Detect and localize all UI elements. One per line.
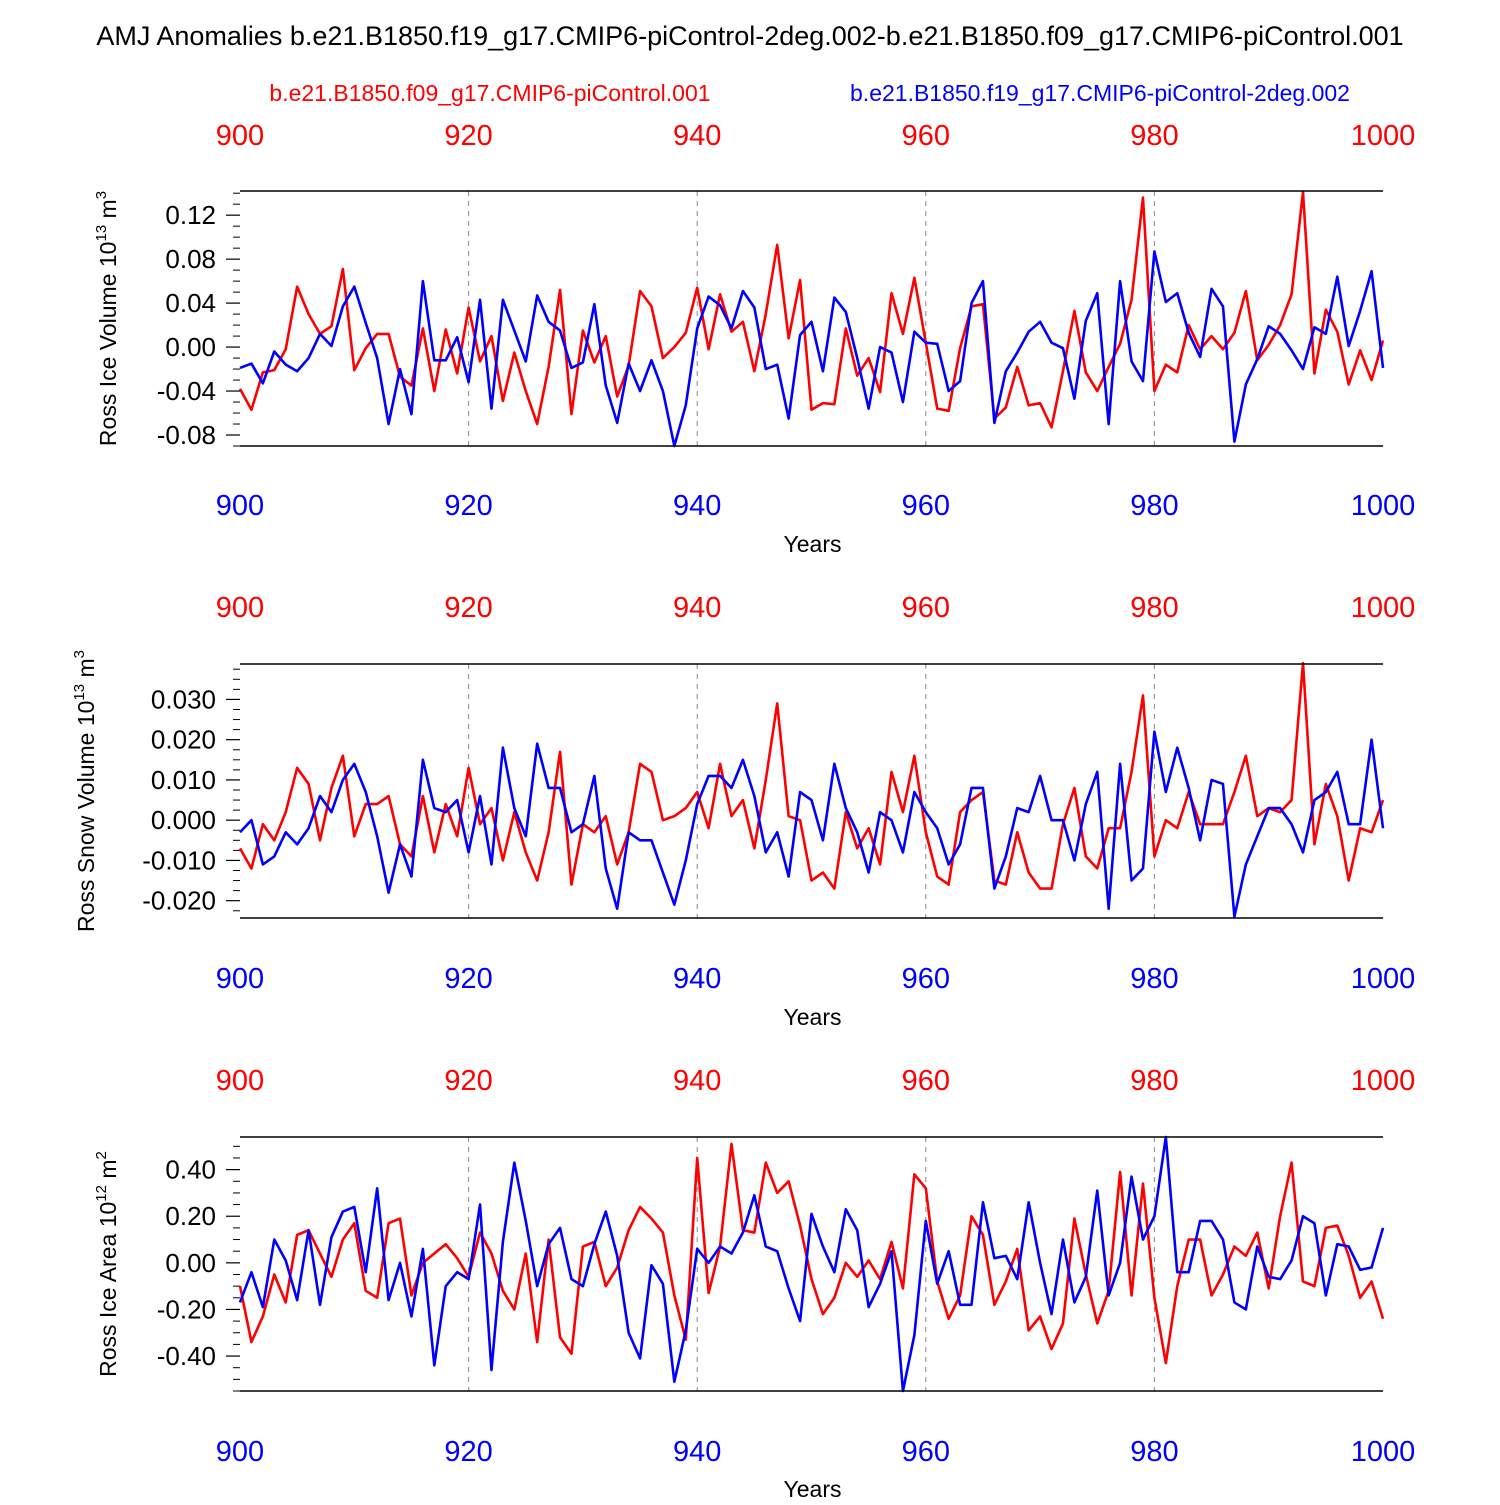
x-tick-label-bottom: 900	[216, 963, 264, 995]
y-tick-label: 0.40	[165, 1155, 216, 1185]
y-tick-label: 0.010	[151, 765, 216, 795]
y-tick-label: 0.000	[151, 805, 216, 835]
legend-blue-label: b.e21.B1850.f19_g17.CMIP6-piControl-2deg…	[850, 80, 1350, 106]
series-line-red	[238, 661, 1385, 890]
y-tick-label: -0.20	[157, 1294, 216, 1324]
panels: -0.08 -0.04 0.00 0.04 0.08 0.12 900 900 920 920 94…	[71, 120, 1416, 1502]
x-tick-label-top: 1000	[1351, 120, 1416, 152]
x-tick-label-bottom: 980	[1130, 963, 1178, 995]
y-axis-label: Ross Ice Area 1012 m2	[93, 1151, 121, 1377]
x-tick-label-bottom: 900	[216, 1436, 264, 1468]
x-tick-label-top: 1000	[1351, 592, 1416, 624]
x-tick-label-top: 920	[444, 592, 492, 624]
x-tick-label-bottom: 980	[1130, 1436, 1178, 1468]
x-tick-label-top: 980	[1130, 1065, 1178, 1097]
y-tick-label: 0.00	[165, 332, 216, 362]
y-tick-label: -0.08	[157, 420, 216, 450]
y-tick-label: 0.04	[165, 288, 216, 318]
x-tick-label-top: 920	[444, 1065, 492, 1097]
x-tick-label-top: 960	[902, 592, 950, 624]
x-tick-label-bottom: 1000	[1351, 490, 1416, 522]
x-tick-label-top: 980	[1130, 120, 1178, 152]
x-tick-label-bottom: 920	[444, 963, 492, 995]
x-tick-label-bottom: 1000	[1351, 1436, 1416, 1468]
x-tick-label-top: 940	[673, 1065, 721, 1097]
y-tick-label: 0.030	[151, 684, 216, 714]
x-axis-label: Years	[784, 1004, 842, 1030]
x-tick-label-top: 940	[673, 592, 721, 624]
chart-title: AMJ Anomalies b.e21.B1850.f19_g17.CMIP6-…	[96, 21, 1403, 51]
y-tick-label: -0.020	[142, 886, 216, 916]
x-tick-label-top: 960	[902, 120, 950, 152]
y-tick-label: 0.12	[165, 200, 216, 230]
x-tick-label-bottom: 900	[216, 490, 264, 522]
y-tick-label: -0.010	[142, 845, 216, 875]
series-line-blue	[239, 730, 1385, 919]
y-axis-label: Ross Snow Volume 1013 m3	[71, 650, 99, 932]
x-tick-label-bottom: 960	[902, 490, 950, 522]
x-tick-label-bottom: 960	[902, 963, 950, 995]
y-tick-label: 0.20	[165, 1201, 216, 1231]
x-tick-label-bottom: 980	[1130, 490, 1178, 522]
x-tick-label-top: 900	[216, 1065, 264, 1097]
x-tick-label-bottom: 920	[444, 1436, 492, 1468]
legend-red-label: b.e21.B1850.f09_g17.CMIP6-piControl.001	[269, 80, 710, 106]
y-tick-label: -0.40	[157, 1341, 216, 1371]
x-tick-label-bottom: 1000	[1351, 963, 1416, 995]
y-axis-label: Ross Ice Volume 1013 m3	[93, 191, 121, 446]
x-axis-label: Years	[784, 1476, 842, 1500]
series-line-red	[238, 1142, 1385, 1365]
y-tick-label: -0.04	[157, 376, 216, 406]
x-tick-label-top: 980	[1130, 592, 1178, 624]
x-tick-label-top: 920	[444, 120, 492, 152]
x-tick-label-top: 900	[216, 120, 264, 152]
x-tick-label-top: 960	[902, 1065, 950, 1097]
series-line-blue	[238, 1135, 1385, 1393]
y-tick-label: 0.00	[165, 1248, 216, 1278]
series-line-blue	[239, 250, 1385, 448]
x-tick-label-top: 1000	[1351, 1065, 1416, 1097]
x-tick-label-bottom: 920	[444, 490, 492, 522]
x-axis-label: Years	[784, 531, 842, 557]
panel-2: -0.020 -0.010 0.000 0.010 0.020 0.030 900 900 92…	[71, 592, 1415, 1030]
x-tick-label-bottom: 940	[673, 1436, 721, 1468]
panel-3: -0.40 -0.20 0.00 0.20 0.40 900 900 920 920 940 940…	[93, 1065, 1416, 1502]
y-tick-label: 0.08	[165, 244, 216, 274]
y-tick-label: 0.020	[151, 725, 216, 755]
x-tick-label-bottom: 960	[902, 1436, 950, 1468]
x-tick-label-top: 940	[673, 120, 721, 152]
panel-1: -0.08 -0.04 0.00 0.04 0.08 0.12 900 900 920 920 94…	[93, 120, 1415, 557]
x-tick-label-top: 900	[216, 592, 264, 624]
x-tick-label-bottom: 940	[673, 490, 721, 522]
series-line-red	[238, 190, 1385, 429]
x-tick-label-bottom: 940	[673, 963, 721, 995]
